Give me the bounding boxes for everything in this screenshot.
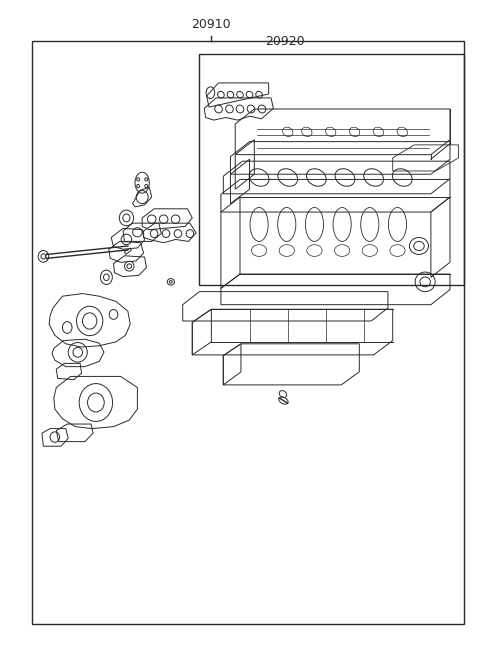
Text: 20920: 20920 [265, 35, 305, 48]
Bar [33, 41, 464, 624]
Text: 20910: 20910 [192, 18, 231, 31]
Bar [199, 54, 464, 285]
